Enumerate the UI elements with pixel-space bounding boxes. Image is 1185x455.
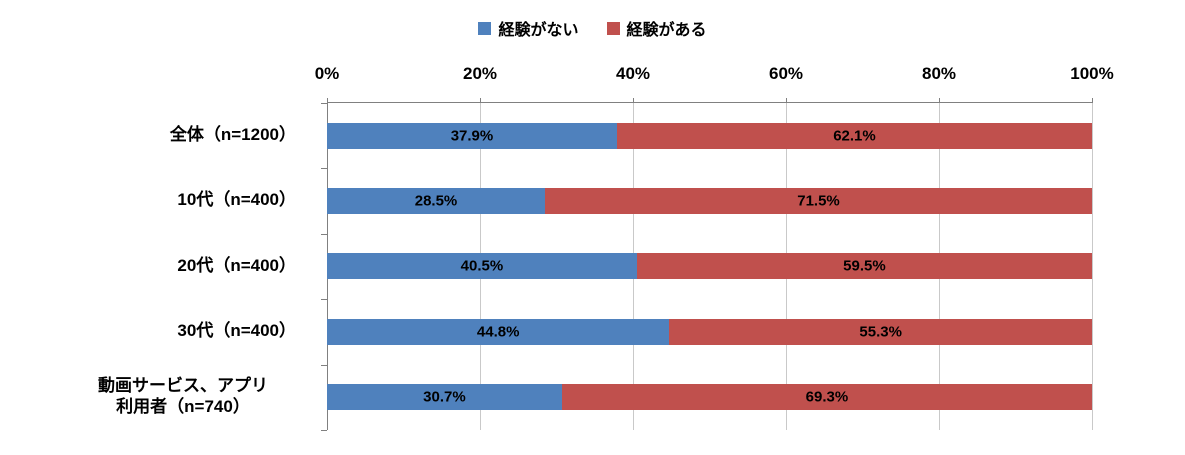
- axis-tick: [633, 98, 634, 103]
- bar-segment: 62.1%: [616, 122, 1092, 149]
- legend-swatch-icon: [606, 21, 620, 35]
- bar-segment: 59.5%: [636, 253, 1092, 280]
- axis-tick: [321, 103, 327, 104]
- legend-label: 経験がある: [626, 22, 707, 39]
- data-label: 62.1%: [833, 127, 876, 145]
- data-label: 59.5%: [843, 257, 886, 275]
- bar-segment: 40.5%: [327, 253, 637, 280]
- category-label: 20代（n=400）: [177, 255, 296, 275]
- bar-segment: 71.5%: [545, 188, 1092, 215]
- data-label: 28.5%: [414, 192, 458, 210]
- bar-segment: 30.7%: [327, 384, 562, 411]
- axis-tick: [321, 299, 327, 301]
- bar-row: 37.9% 62.1%: [327, 103, 1092, 168]
- stacked-bar: 40.5% 59.5%: [327, 253, 1092, 280]
- bar-row: 30.7% 69.3%: [327, 365, 1092, 430]
- category-label: 全体（n=1200）: [169, 125, 296, 145]
- stacked-bar: 44.8% 55.3%: [327, 318, 1092, 345]
- bar-row: 40.5% 59.5%: [327, 234, 1092, 299]
- bar-segment: 28.5%: [327, 188, 546, 215]
- stacked-bar: 28.5% 71.5%: [327, 188, 1092, 215]
- data-label: 71.5%: [797, 192, 840, 210]
- x-tick-label: 80%: [921, 64, 957, 83]
- data-label: 37.9%: [450, 127, 494, 145]
- plot-area: 37.9% 62.1% 28.5% 71.5% 40.5% 59.5% 44.8% 55.3%…: [321, 98, 1093, 431]
- x-tick-label: 20%: [462, 64, 498, 83]
- axis-tick: [327, 98, 328, 103]
- bar-segment: 69.3%: [561, 384, 1092, 411]
- legend-swatch-icon: [478, 21, 492, 35]
- data-label: 30.7%: [423, 388, 466, 406]
- bar-segment: 37.9%: [327, 122, 617, 149]
- category-labels: 全体（n=1200） 10代（n=400） 20代（n=400） 30代（n=400）…: [0, 102, 312, 430]
- data-label: 69.3%: [805, 388, 849, 406]
- axis-tick: [321, 168, 327, 170]
- stacked-bar: 37.9% 62.1%: [327, 122, 1092, 149]
- axis-tick: [1092, 98, 1093, 103]
- category-label: 30代（n=400）: [177, 321, 296, 341]
- legend-item: 経験がある: [606, 16, 707, 40]
- x-tick-label: 0%: [314, 64, 340, 83]
- x-tick-label: 100%: [1070, 64, 1114, 83]
- axis-tick: [786, 98, 787, 103]
- chart-legend: 経験がない 経験がある: [0, 16, 1185, 40]
- bar-segment: 44.8%: [327, 318, 670, 345]
- axis-tick: [321, 364, 327, 366]
- data-label: 44.8%: [476, 323, 520, 341]
- bar-row: 28.5% 71.5%: [327, 168, 1092, 233]
- category-label: 10代（n=400）: [177, 190, 296, 210]
- bar-row: 44.8% 55.3%: [327, 299, 1092, 364]
- stacked-bar: 30.7% 69.3%: [327, 384, 1092, 411]
- axis-tick: [939, 98, 940, 103]
- x-tick-label: 40%: [615, 64, 651, 83]
- axis-tick: [480, 98, 481, 103]
- x-tick-label: 60%: [768, 64, 804, 83]
- data-label: 55.3%: [859, 323, 902, 341]
- category-label: 動画サービス、アプリ 利用者（n=740）: [98, 376, 268, 417]
- axis-tick: [321, 233, 327, 235]
- bar-segment: 55.3%: [669, 318, 1092, 345]
- data-label: 40.5%: [460, 257, 504, 275]
- legend-item: 経験がない: [478, 16, 579, 40]
- gridline: [1092, 103, 1093, 430]
- legend-label: 経験がない: [498, 22, 579, 39]
- axis-tick: [321, 430, 327, 431]
- x-axis: 0% 20% 40% 60% 80% 100%: [315, 64, 1114, 90]
